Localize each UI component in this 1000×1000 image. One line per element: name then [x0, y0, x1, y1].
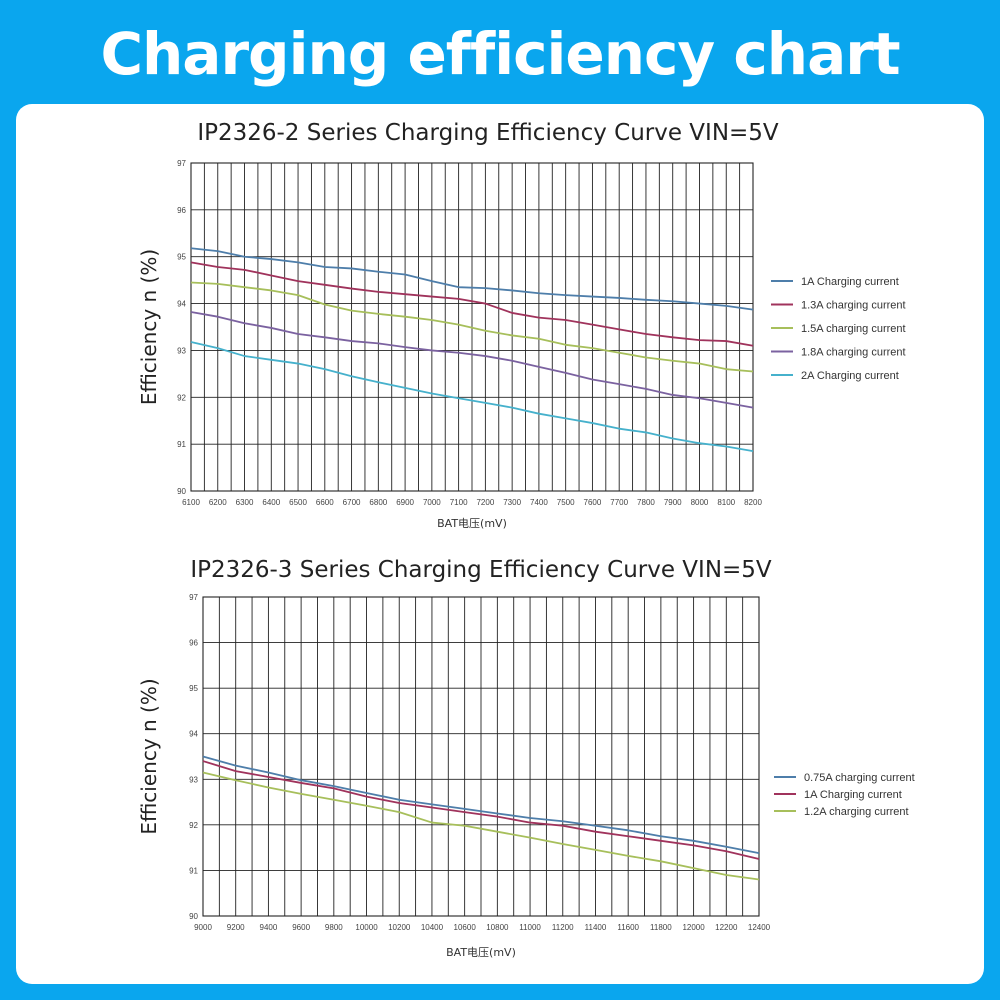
- x-tick-label: 8100: [717, 498, 735, 507]
- series-line: [202, 760, 760, 860]
- x-tick-label: 6300: [236, 498, 254, 507]
- y-axis-label: Efficiency n (%): [137, 249, 161, 405]
- x-tick-label: 6500: [289, 498, 307, 507]
- x-tick-label: 12000: [682, 923, 705, 932]
- x-tick-label: 7800: [637, 498, 655, 507]
- chart-2: IP2326-3 Series Charging Efficiency Curv…: [137, 557, 915, 959]
- series-line: [202, 755, 760, 854]
- x-tick-label: 7900: [664, 498, 682, 507]
- x-tick-label: 8000: [691, 498, 709, 507]
- x-tick-label: 7400: [530, 498, 548, 507]
- x-tick-label: 6400: [262, 498, 280, 507]
- x-tick-label: 10400: [421, 923, 444, 932]
- y-tick-label: 91: [189, 866, 198, 875]
- y-axis-label: Efficiency n (%): [137, 678, 161, 834]
- x-tick-label: 9600: [292, 923, 310, 932]
- series-line: [190, 311, 754, 409]
- x-tick-label: 6600: [316, 498, 334, 507]
- y-tick-label: 96: [189, 639, 198, 648]
- y-tick-label: 91: [177, 440, 186, 449]
- x-tick-label: 6100: [182, 498, 200, 507]
- x-tick-label: 9200: [227, 923, 245, 932]
- x-tick-label: 7500: [557, 498, 575, 507]
- x-tick-label: 11200: [552, 923, 574, 932]
- y-tick-label: 93: [189, 775, 198, 784]
- series-line: [190, 261, 754, 347]
- x-tick-label: 9000: [194, 923, 212, 932]
- charts-canvas: IP2326-2 Series Charging Efficiency Curv…: [137, 120, 915, 959]
- x-tick-label: 12200: [715, 923, 738, 932]
- x-tick-label: 11000: [519, 923, 541, 932]
- x-axis-label: BAT电压(mV): [437, 517, 507, 530]
- series-line: [190, 341, 754, 453]
- legend-label: 1.5A charging current: [801, 323, 906, 335]
- y-tick-label: 95: [189, 684, 198, 693]
- y-tick-label: 94: [177, 300, 186, 309]
- x-tick-label: 6200: [209, 498, 227, 507]
- x-tick-label: 7700: [610, 498, 628, 507]
- chart-card: IP2326-2 Series Charging Efficiency Curv…: [16, 104, 984, 984]
- legend-label: 2A Charging current: [801, 370, 899, 382]
- x-tick-label: 6800: [369, 498, 387, 507]
- y-tick-label: 90: [177, 487, 186, 496]
- x-tick-label: 11600: [617, 923, 639, 932]
- x-tick-label: 11400: [585, 923, 607, 932]
- legend-label: 1.8A charging current: [801, 347, 906, 359]
- x-tick-label: 9400: [260, 923, 278, 932]
- series-line: [202, 771, 760, 881]
- chart-title: IP2326-3 Series Charging Efficiency Curv…: [190, 557, 772, 583]
- y-tick-label: 92: [177, 393, 186, 402]
- legend-label: 0.75A charging current: [804, 772, 915, 784]
- y-tick-label: 92: [189, 821, 198, 830]
- x-tick-label: 10800: [486, 923, 509, 932]
- x-axis-label: BAT电压(mV): [446, 946, 516, 959]
- y-tick-label: 97: [177, 159, 186, 168]
- y-tick-label: 95: [177, 253, 186, 262]
- x-tick-label: 12400: [748, 923, 771, 932]
- chart-title: IP2326-2 Series Charging Efficiency Curv…: [197, 120, 779, 146]
- x-tick-label: 11800: [650, 923, 672, 932]
- x-tick-label: 7300: [503, 498, 521, 507]
- series-line: [190, 247, 754, 311]
- y-tick-label: 96: [177, 206, 186, 215]
- x-tick-label: 10000: [355, 923, 378, 932]
- legend-label: 1.2A charging current: [804, 806, 909, 818]
- x-tick-label: 10200: [388, 923, 411, 932]
- x-tick-label: 6700: [343, 498, 361, 507]
- page-title: Charging efficiency chart: [100, 20, 900, 88]
- legend-label: 1.3A charging current: [801, 300, 906, 312]
- legend-label: 1A Charging current: [804, 789, 902, 801]
- x-tick-label: 7100: [450, 498, 468, 507]
- x-tick-label: 7200: [476, 498, 494, 507]
- y-tick-label: 93: [177, 346, 186, 355]
- x-tick-label: 8200: [744, 498, 762, 507]
- y-tick-label: 90: [189, 912, 198, 921]
- x-tick-label: 10600: [454, 923, 477, 932]
- plot-frame: [190, 162, 754, 492]
- x-tick-label: 6900: [396, 498, 414, 507]
- x-tick-label: 7000: [423, 498, 441, 507]
- y-tick-label: 97: [189, 593, 198, 602]
- x-tick-label: 7600: [584, 498, 602, 507]
- series-line: [190, 281, 754, 373]
- y-tick-label: 94: [189, 730, 198, 739]
- x-tick-label: 9800: [325, 923, 343, 932]
- chart-1: IP2326-2 Series Charging Efficiency Curv…: [137, 120, 906, 530]
- legend-label: 1A Charging current: [801, 276, 899, 288]
